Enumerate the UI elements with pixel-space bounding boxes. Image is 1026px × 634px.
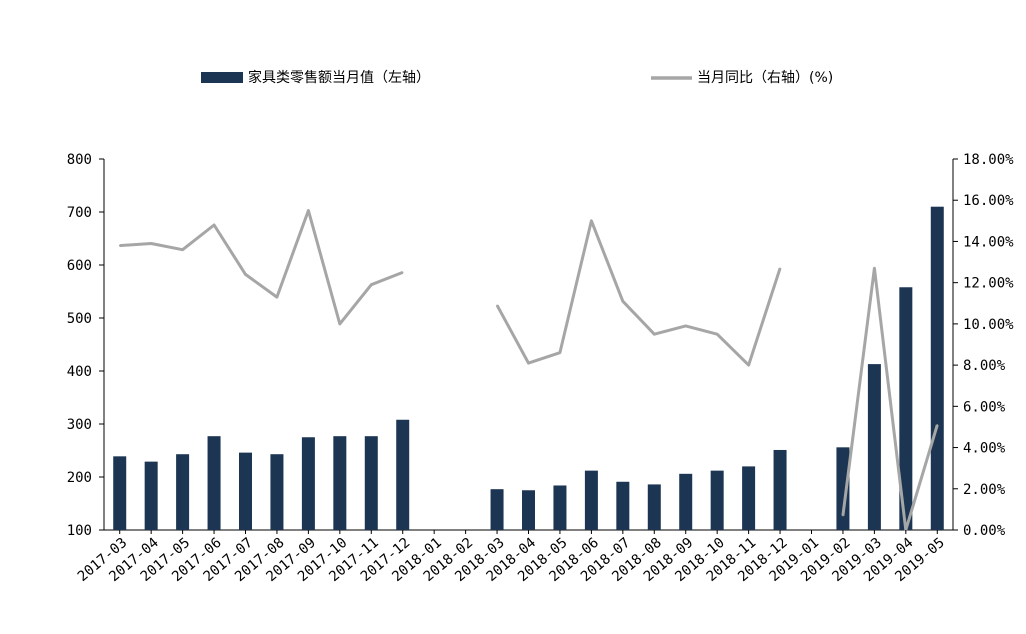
left-tick-label: 400 [67, 364, 92, 380]
right-tick-label: 10.00% [963, 317, 1014, 333]
line-point-2018-04 [527, 362, 530, 364]
legend-swatch-bar [201, 72, 243, 83]
line-point-2017-07 [244, 273, 247, 276]
line-point-2017-05 [181, 248, 184, 251]
left-tick-label: 200 [67, 470, 92, 486]
bar-2017-07 [239, 452, 252, 530]
bar-2017-08 [270, 454, 284, 530]
line-point-2018-10 [716, 333, 718, 335]
line-segment-2 [495, 219, 782, 367]
right-tick-label: 14.00% [963, 234, 1014, 250]
right-tick-label: 0.00% [963, 523, 1006, 539]
legend: 家具类零售额当月值（左轴） 当月同比（右轴）(%) [201, 69, 833, 86]
line-point-2017-10 [339, 323, 341, 325]
line-point-2017-11 [370, 283, 373, 286]
axes: 100 200 300 400 500 600 700 800 0.00% 2.00% 4.00% 6… [67, 152, 1014, 539]
left-tick-label: 700 [67, 205, 92, 221]
bar-2017-05 [176, 454, 190, 530]
right-tick-label: 18.00% [963, 152, 1014, 168]
bar-2018-03 [490, 489, 504, 530]
line-segment-1 [119, 209, 404, 326]
right-tick-label: 16.00% [963, 193, 1014, 209]
bar-2018-08 [647, 484, 661, 530]
bar-2017-06 [207, 436, 221, 530]
line-point-2017-09 [307, 209, 310, 212]
x-tick-labels: 2017-032017-042017-052017-062017-072017-… [75, 530, 948, 585]
bar-series [113, 206, 944, 530]
legend-label-bar: 家具类零售额当月值（左轴） [248, 69, 430, 86]
left-tick-label: 300 [67, 417, 92, 433]
line-series [118, 209, 939, 532]
line-point-2019-05 [936, 424, 939, 426]
line-point-2017-12 [401, 271, 404, 274]
right-tick-label: 8.00% [963, 358, 1006, 374]
line-point-2018-06 [590, 220, 593, 222]
line-point-2017-03 [118, 244, 121, 247]
line-point-2019-03 [873, 267, 876, 270]
right-tick-label: 6.00% [963, 399, 1006, 415]
bar-2018-10 [710, 470, 724, 530]
legend-label-line: 当月同比（右轴）(%) [697, 70, 833, 86]
right-tick-label: 2.00% [963, 482, 1006, 498]
bar-2017-10 [333, 436, 347, 530]
bar-2017-12 [396, 419, 410, 530]
bar-2018-05 [553, 485, 567, 530]
line-point-2017-08 [276, 296, 278, 298]
line-point-2018-11 [747, 364, 750, 366]
line-point-2018-05 [559, 351, 561, 354]
right-tick-label: 4.00% [963, 441, 1006, 457]
bar-2019-03 [867, 364, 881, 530]
bar-2017-03 [113, 456, 127, 530]
line-point-2017-06 [213, 224, 215, 226]
bar-2017-09 [301, 437, 315, 530]
bar-2018-09 [679, 473, 693, 530]
bar-2018-04 [522, 490, 535, 530]
line-point-2018-12 [779, 267, 781, 270]
left-tick-label: 600 [67, 258, 92, 274]
left-tick-label: 500 [67, 311, 92, 327]
bar-2018-06 [584, 470, 598, 530]
left-tick-label: 800 [67, 152, 92, 168]
line-point-2018-09 [684, 325, 687, 327]
line-segment-3 [841, 266, 939, 532]
bar-2019-04 [899, 287, 913, 530]
bar-2018-11 [742, 466, 756, 530]
line-point-2018-08 [653, 333, 656, 335]
line-point-2018-03 [496, 304, 498, 307]
bar-2019-05 [930, 206, 944, 530]
bar-2019-02 [836, 447, 850, 530]
line-point-2017-04 [150, 242, 152, 245]
bar-2017-11 [364, 436, 378, 530]
line-point-2019-02 [842, 514, 844, 517]
line-point-2018-07 [622, 300, 624, 303]
bar-2018-12 [773, 449, 787, 530]
left-tick-label: 100 [67, 523, 92, 539]
bar-2018-07 [616, 481, 630, 530]
bar-2017-04 [144, 461, 158, 530]
right-tick-label: 12.00% [963, 276, 1014, 292]
